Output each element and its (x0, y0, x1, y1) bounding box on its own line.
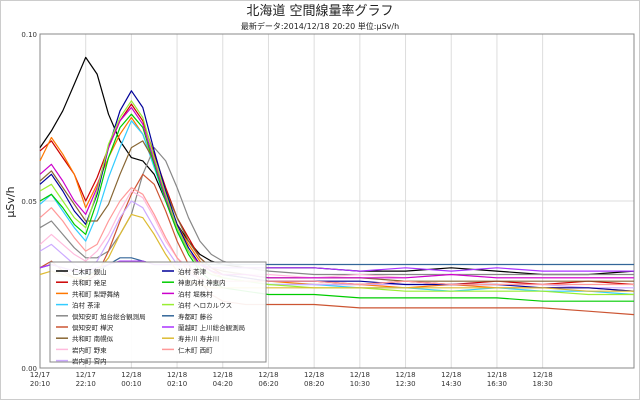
x-tick-date: 12/18 (395, 371, 415, 379)
series-line-2 (39, 116, 635, 292)
legend-label: 岩内町 野束 (72, 345, 107, 354)
y-tick-label: 0.05 (21, 198, 37, 206)
x-tick-date: 12/18 (304, 371, 324, 379)
x-tick-date: 12/18 (350, 371, 370, 379)
x-tick-time: 18:30 (533, 380, 553, 388)
x-tick-time: 06:20 (258, 380, 278, 388)
chart-title: 北海道 空間線量率グラフ (246, 3, 393, 19)
x-tick-date: 12/18 (487, 371, 507, 379)
legend-box (49, 261, 267, 363)
legend-label: 共和町 南幌似 (72, 334, 114, 343)
series-line-12 (39, 100, 634, 296)
x-tick-time: 22:10 (76, 380, 96, 388)
legend-label: 岩内町 宮内 (72, 357, 107, 366)
y-tick-label: 0.00 (21, 365, 37, 373)
x-tick-time: 02:10 (167, 380, 187, 388)
legend-label: 共和町 梨野舞納 (72, 289, 120, 298)
legend-label: 蘭越町 上川総合観測局 (178, 323, 245, 332)
x-tick-date: 12/18 (167, 371, 187, 379)
x-axis-ticks: 12/1720:1012/1722:1012/1800:1012/1802:10… (30, 371, 553, 388)
legend-label: 寿都町 藤谷 (178, 312, 213, 321)
x-tick-time: 20:10 (30, 380, 50, 388)
x-tick-time: 10:30 (350, 380, 370, 388)
y-tick-label: 0.10 (21, 31, 37, 39)
x-tick-date: 12/18 (441, 371, 461, 379)
legend-label: 仁木町 西町 (178, 345, 213, 354)
x-tick-time: 16:30 (487, 380, 507, 388)
series-line-10 (39, 113, 634, 302)
chart-subtitle: 最新データ:2014/12/18 20:20 単位:μSv/h (241, 21, 399, 31)
x-tick-date: 12/17 (76, 371, 96, 379)
x-tick-time: 00:10 (121, 380, 141, 388)
y-axis-label: μSv/h (4, 186, 17, 217)
legend-label: 泊村 茶津 (72, 301, 101, 310)
legend-label: 寿井川 寿井川 (178, 334, 219, 343)
legend-label: 共和町 発足 (72, 278, 107, 287)
x-tick-date: 12/18 (533, 371, 553, 379)
legend-label: 神恵内村 神恵内 (178, 278, 226, 287)
legend-label: 仁木町 銀山 (72, 267, 107, 276)
x-tick-time: 08:20 (304, 380, 324, 388)
x-tick-time: 04:20 (213, 380, 233, 388)
x-tick-time: 12:30 (395, 380, 415, 388)
x-tick-date: 12/18 (121, 371, 141, 379)
x-tick-date: 12/17 (30, 371, 50, 379)
legend-label: 倶知安町 樺沢 (72, 323, 114, 332)
x-tick-date: 12/18 (258, 371, 278, 379)
y-axis-ticks: 0.00 0.05 0.10 (21, 31, 37, 373)
series-line-6 (39, 140, 634, 282)
x-tick-date: 12/18 (213, 371, 233, 379)
legend-label: 倶知安町 旭台総合観測局 (72, 312, 146, 321)
legend-label: 泊村 ヘロカルウス (178, 301, 232, 310)
legend-label: 泊村 堀株村 (178, 289, 213, 298)
x-tick-time: 14:30 (441, 380, 461, 388)
legend-label: 泊村 茶津 (178, 267, 207, 276)
